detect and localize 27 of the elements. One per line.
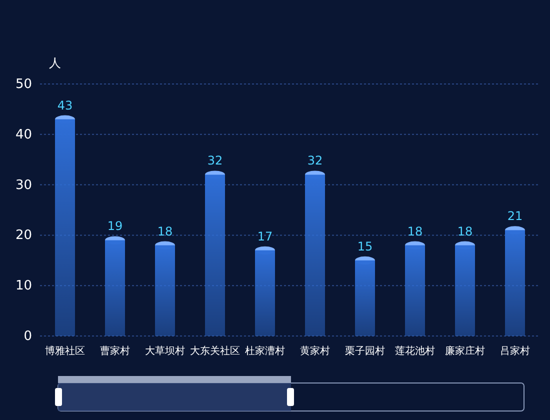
y-tick-label: 20 [15, 228, 32, 244]
x-tick-label: 莲花池村 [395, 345, 435, 357]
x-tick-label: 黄家村 [300, 345, 330, 357]
data-label: 19 [107, 219, 123, 234]
data-label: 32 [307, 154, 323, 168]
x-tick-label: 栗子园村 [345, 345, 385, 357]
data-label: 43 [57, 98, 73, 112]
data-label: 18 [157, 224, 173, 238]
data-label: 21 [507, 209, 523, 224]
data-label: 18 [407, 224, 423, 238]
y-axis-title: 人 [49, 56, 61, 70]
data-label: 32 [207, 154, 223, 168]
y-tick-label: 30 [15, 178, 32, 193]
y-tick-label: 40 [15, 127, 32, 142]
data-label: 18 [457, 224, 473, 238]
y-tick-label: 50 [15, 77, 32, 92]
data-label: 17 [257, 229, 273, 244]
x-tick-label: 博雅社区 [45, 345, 85, 357]
x-tick-label: 大草坝村 [145, 345, 185, 357]
y-tick-label: 10 [15, 278, 32, 294]
x-tick-label: 杜家漕村 [245, 345, 285, 357]
x-tick-label: 大东关社区 [190, 345, 240, 357]
y-tick-label: 0 [24, 329, 32, 344]
x-tick-label: 廉家庄村 [445, 345, 485, 357]
x-tick-label: 吕家村 [500, 345, 530, 357]
x-tick-label: 曹家村 [100, 345, 130, 357]
data-label: 15 [357, 239, 373, 254]
